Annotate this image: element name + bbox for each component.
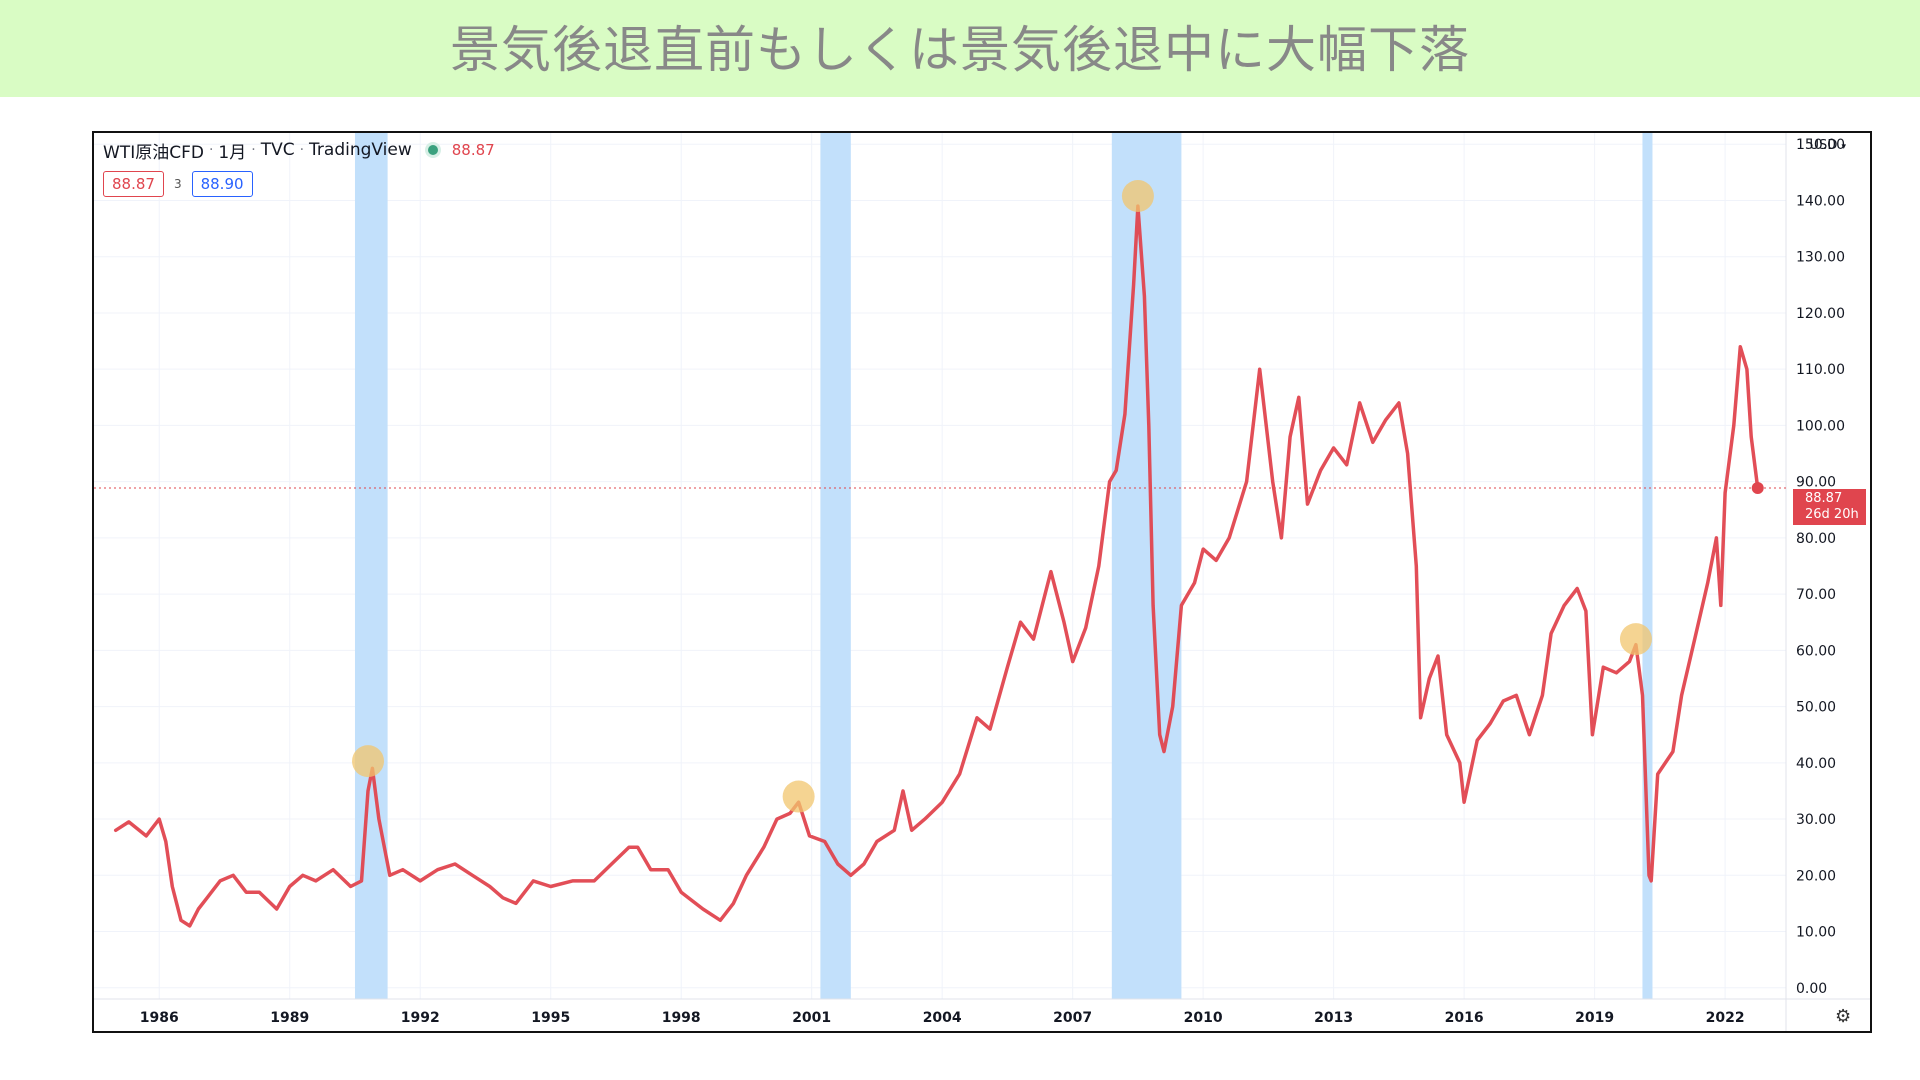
ask-button[interactable]: 88.90 [191,171,253,197]
recession-band [820,133,851,999]
chart-frame[interactable]: 0.00 10.00 20.00 30.00 40.00 50.00 60.00 70.00 8… [92,131,1872,1033]
x-tick-label: 2007 [1053,1010,1092,1026]
x-tick-label: 2016 [1445,1010,1484,1026]
currency-label: USD [1809,138,1838,153]
x-tick-label: 2010 [1184,1010,1223,1026]
y-tick-label: 120.00 [1796,306,1845,322]
x-tick-label: 1992 [401,1010,440,1026]
y-tick-label: 150.00 [1796,137,1845,153]
y-tick-label: 10.00 [1796,925,1836,941]
separator-dot: · [299,142,305,158]
x-tick-label: 2019 [1575,1010,1614,1026]
y-tick-label: 110.00 [1796,362,1845,378]
price-chart[interactable]: 0.00 10.00 20.00 30.00 40.00 50.00 60.00 70.00 8… [94,133,1870,1031]
currency-selector[interactable]: USD ▾ [1810,138,1846,153]
recession-band [354,133,388,999]
peak-marker [1619,623,1652,656]
y-tick-label: 50.00 [1796,700,1836,716]
last-value-dot [1751,482,1764,495]
bid-button[interactable]: 88.87 [103,171,164,197]
peak-marker [352,745,385,778]
y-tick-label: 0.00 [1796,981,1827,997]
chart-header: WTI原油CFD · 1月 · TVC · TradingView 88.87 [103,139,495,163]
title-banner [0,0,1920,97]
chevron-down-icon: ▾ [1841,142,1846,152]
peak-marker [1121,179,1154,212]
y-tick-label: 130.00 [1796,250,1845,266]
market-status-icon [427,145,438,155]
x-tick-label: 2001 [792,1010,831,1026]
x-tick-label: 2013 [1314,1010,1353,1026]
symbol-label[interactable]: WTI原油CFD [103,142,204,163]
separator-dot: · [251,142,256,158]
interval-label[interactable]: 1月 [218,142,247,163]
y-tick-label: 140.00 [1796,193,1845,209]
y-tick-label: 20.00 [1796,868,1836,884]
gear-icon[interactable]: ⚙ [1835,1006,1852,1027]
x-tick-label: 2022 [1706,1010,1745,1026]
x-tick-label: 1995 [531,1010,570,1026]
x-tick-label: 1986 [140,1010,179,1026]
bid-ask-badges: 88.87 3 88.90 [103,171,253,197]
recession-band [1642,133,1653,999]
price-series-line [113,204,1760,928]
x-tick-label: 2004 [923,1010,962,1026]
y-tick-label: 60.00 [1796,643,1836,659]
y-tick-label: 40.00 [1796,756,1836,772]
x-tick-label: 1998 [662,1010,701,1026]
price-tag-countdown: 26d 20h [1805,507,1859,522]
y-tick-label: 70.00 [1796,587,1836,603]
y-tick-label: 80.00 [1796,531,1836,547]
peak-marker [782,780,815,813]
spread-value: 3 [173,177,182,191]
y-tick-label: 100.00 [1796,418,1845,434]
y-tick-label: 30.00 [1796,812,1836,828]
price-tag-value: 88.87 [1805,491,1843,506]
exchange-label: TVC [260,140,295,160]
banner-title: 景気後退直前もしくは景気後退中に大幅下落 [450,21,1470,79]
y-tick-label: 90.00 [1796,475,1836,491]
header-last-price: 88.87 [451,141,495,159]
recession-band [1111,133,1182,999]
source-label: TradingView [309,140,412,160]
separator-dot: · [208,142,214,158]
last-price-tag: 88.87 26d 20h [1793,489,1866,525]
x-tick-label: 1989 [270,1010,309,1026]
